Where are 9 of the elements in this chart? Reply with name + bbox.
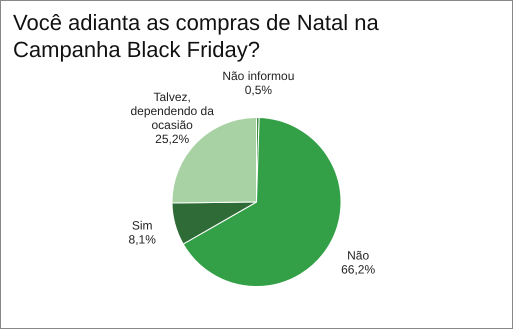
chart-title: Você adianta as compras de Natal na Campanha Black Friday? [13, 9, 380, 63]
data-label: 25,2% [155, 132, 190, 146]
data-label: 0,5% [244, 82, 272, 97]
slice-label: Talvez, dependendo da ocasião [130, 90, 214, 132]
slice-label: Não informou [222, 68, 294, 83]
data-label: 8,1% [128, 232, 156, 247]
slice-label: Sim [132, 218, 153, 233]
slice-label: Não [347, 248, 370, 262]
data-label: 66,2% [341, 262, 376, 276]
